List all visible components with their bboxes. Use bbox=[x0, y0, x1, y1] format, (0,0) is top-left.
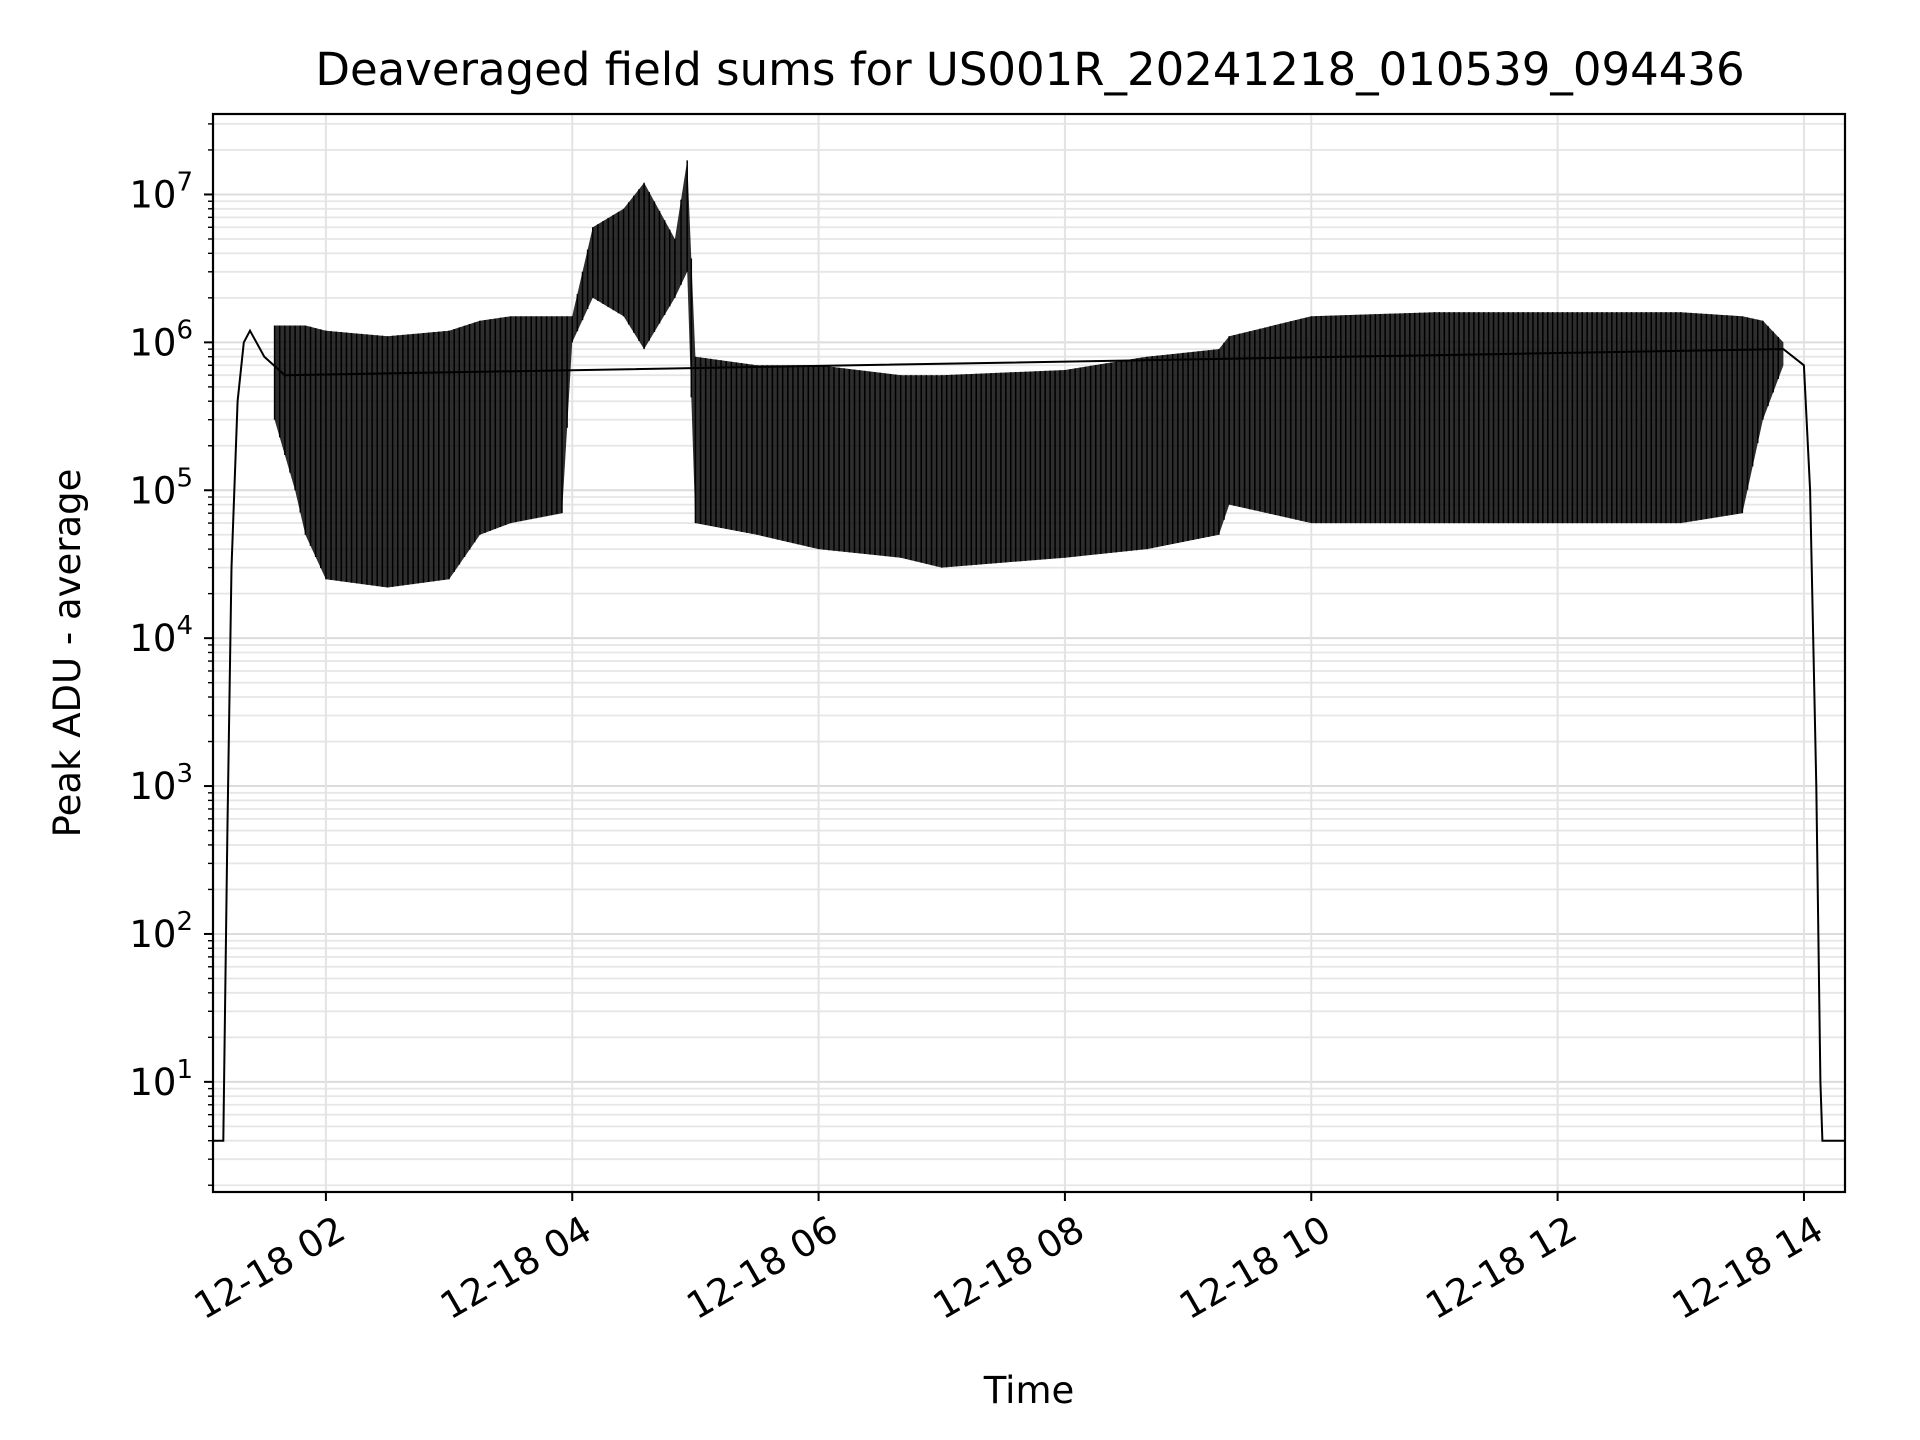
x-axis-label: Time bbox=[983, 1369, 1075, 1412]
y-tick-label: 104 bbox=[129, 611, 193, 660]
y-tick-label: 101 bbox=[129, 1055, 193, 1104]
chart-title: Deaveraged field sums for US001R_2024121… bbox=[315, 43, 1744, 96]
y-tick-label: 105 bbox=[129, 463, 193, 512]
series-layer bbox=[213, 160, 1845, 1142]
y-axis-label: Peak ADU - average bbox=[46, 469, 89, 838]
plot-frame bbox=[211, 112, 1847, 1194]
series-envelope bbox=[274, 160, 1784, 588]
y-tick-label: 102 bbox=[129, 907, 193, 956]
y-tick-label: 106 bbox=[129, 315, 193, 364]
y-tick-label: 107 bbox=[129, 167, 193, 216]
y-tick-label: 103 bbox=[129, 759, 193, 808]
series-line bbox=[213, 328, 1845, 1142]
